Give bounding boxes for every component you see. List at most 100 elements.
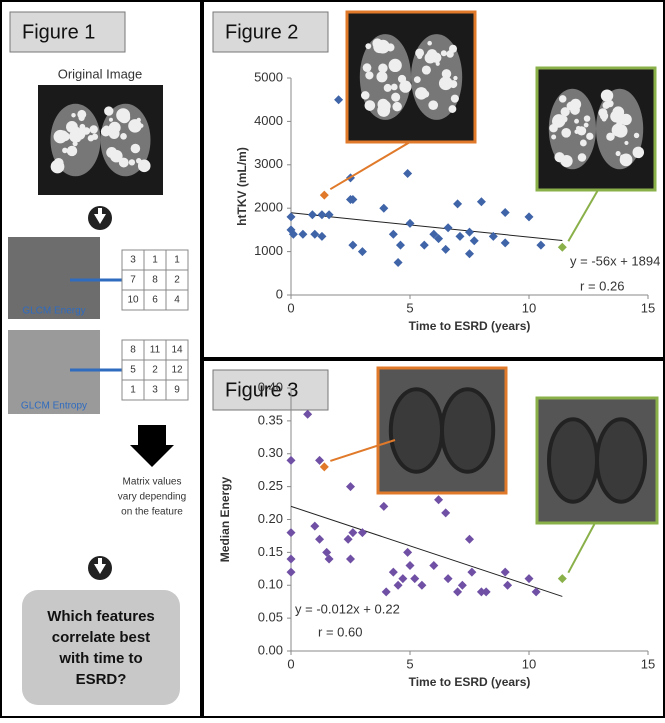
point xyxy=(398,574,408,584)
question: correlate best xyxy=(52,629,150,646)
point xyxy=(453,587,463,597)
x-axis-label: Time to ESRD (years) xyxy=(409,319,531,333)
y-tick-label: 1000 xyxy=(254,243,283,258)
cyst xyxy=(130,143,141,154)
annotation: r = 0.60 xyxy=(318,624,362,639)
kidney xyxy=(548,88,597,170)
cyst xyxy=(139,123,144,128)
arrow-icon xyxy=(94,208,106,224)
glcm-label: GLCM Entropy xyxy=(21,401,87,412)
point xyxy=(286,528,296,538)
note: Matrix values xyxy=(123,477,182,488)
cyst xyxy=(624,140,629,145)
glcm-image xyxy=(8,237,100,319)
x-tick-label: 10 xyxy=(522,656,536,671)
cyst xyxy=(106,147,118,159)
point xyxy=(310,521,320,531)
point xyxy=(319,190,329,200)
point xyxy=(434,234,444,244)
point xyxy=(307,210,317,220)
cyst xyxy=(136,158,142,164)
cyst xyxy=(633,132,640,139)
kidney xyxy=(547,417,599,504)
point xyxy=(286,455,296,465)
cyst xyxy=(611,123,625,137)
point xyxy=(303,409,313,419)
y-tick-label: 0.20 xyxy=(258,511,283,526)
matrix-value: 8 xyxy=(130,345,136,356)
glcm-label: GLCM Energy xyxy=(22,306,85,317)
point xyxy=(536,240,546,250)
point xyxy=(315,455,325,465)
point xyxy=(388,567,398,577)
point xyxy=(286,554,296,564)
y-tick-label: 0.30 xyxy=(258,445,283,460)
caption: Original Image xyxy=(58,66,143,81)
point xyxy=(417,580,427,590)
matrix-value: 11 xyxy=(150,345,161,356)
cyst xyxy=(561,127,572,138)
x-tick-label: 15 xyxy=(641,300,655,315)
cyst xyxy=(440,50,447,57)
question: Which features xyxy=(47,608,155,625)
point xyxy=(500,567,510,577)
point xyxy=(357,528,367,538)
matrix-value: 2 xyxy=(152,365,158,376)
cyst xyxy=(58,130,68,140)
cyst xyxy=(427,40,432,46)
title-box xyxy=(9,11,126,53)
cyst xyxy=(413,76,421,84)
cyst xyxy=(632,146,645,159)
y-tick-label: 3000 xyxy=(254,156,283,171)
kidney xyxy=(440,387,496,474)
point xyxy=(315,534,325,544)
y-tick-label: 0.10 xyxy=(258,577,283,592)
x-axis-label: Time to ESRD (years) xyxy=(409,675,531,689)
point xyxy=(429,229,439,239)
cyst xyxy=(69,130,82,143)
arrow xyxy=(567,189,599,242)
cyst xyxy=(104,106,114,116)
x-tick-label: 10 xyxy=(522,300,536,315)
y-tick-label: 0 xyxy=(276,286,283,301)
point xyxy=(441,244,451,254)
point xyxy=(476,197,486,207)
point xyxy=(455,231,465,241)
cyst xyxy=(383,83,392,92)
cyst xyxy=(388,58,402,73)
point xyxy=(403,168,413,178)
cyst xyxy=(128,119,142,133)
question: ESRD? xyxy=(76,671,127,688)
point xyxy=(298,229,308,239)
x-tick-label: 0 xyxy=(287,656,294,671)
point xyxy=(481,587,491,597)
panel-title: Figure 3 xyxy=(225,379,298,401)
cyst xyxy=(570,104,580,115)
cyst xyxy=(120,133,127,140)
note: on the feature xyxy=(121,507,183,518)
point xyxy=(343,534,353,544)
cyst xyxy=(579,139,587,147)
point xyxy=(379,203,389,213)
arrow xyxy=(567,522,596,574)
point xyxy=(393,580,403,590)
y-axis-label: htTKV (mL/m) xyxy=(235,147,249,226)
cyst xyxy=(415,87,428,100)
panel-title: Figure 1 xyxy=(22,21,95,43)
x-tick-label: 5 xyxy=(406,656,413,671)
cyst xyxy=(560,107,570,117)
cyst xyxy=(136,117,141,123)
title-box xyxy=(212,11,329,53)
point xyxy=(488,231,498,241)
cyst xyxy=(606,132,615,141)
panel-title: Figure 2 xyxy=(225,21,298,43)
cyst xyxy=(583,122,589,128)
matrix-value: 7 xyxy=(130,275,136,286)
matrix-value: 8 xyxy=(152,275,158,286)
arrow xyxy=(330,439,396,462)
matrix-value: 3 xyxy=(130,255,136,266)
cyst xyxy=(87,135,95,142)
cyst xyxy=(577,153,587,162)
